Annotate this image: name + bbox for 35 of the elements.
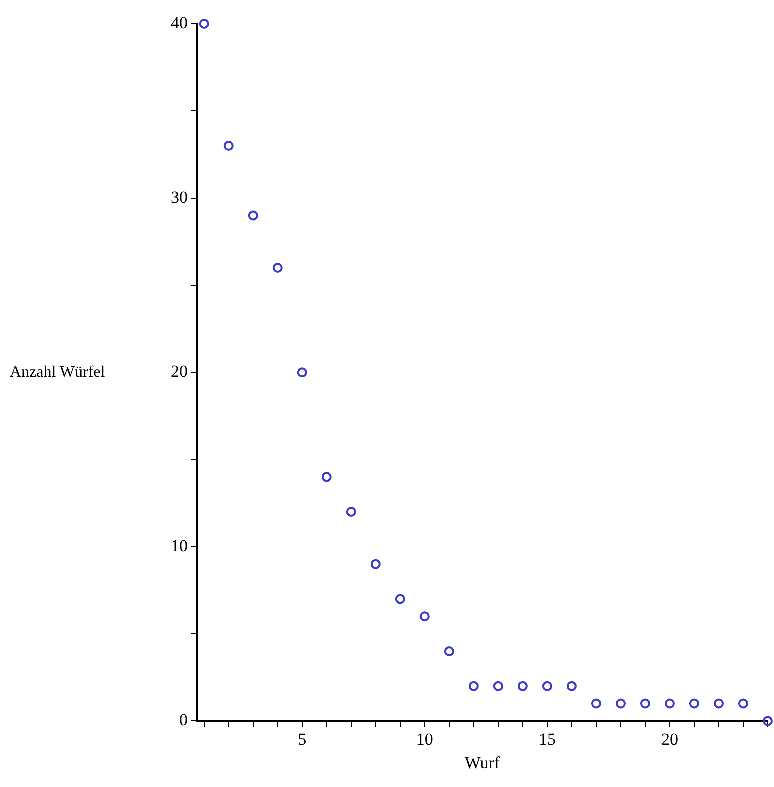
point xyxy=(616,698,626,709)
y-tick-label: 20 xyxy=(171,362,188,382)
point xyxy=(763,716,773,726)
point xyxy=(370,559,381,570)
point xyxy=(199,19,210,29)
point xyxy=(738,698,748,709)
point xyxy=(566,681,577,692)
point xyxy=(518,681,528,692)
point xyxy=(664,698,675,709)
x-tick-label: 20 xyxy=(661,730,678,749)
point xyxy=(224,141,234,152)
x-tick-label: 15 xyxy=(538,730,556,749)
point xyxy=(322,472,332,482)
x-tick-label: 5 xyxy=(298,730,307,749)
point xyxy=(591,698,602,709)
point xyxy=(272,263,283,274)
point xyxy=(640,698,650,709)
point xyxy=(444,646,454,656)
point xyxy=(689,698,700,709)
point xyxy=(493,681,504,692)
y-tick-label: 0 xyxy=(180,710,188,730)
y-tick-label: 30 xyxy=(171,188,188,207)
point xyxy=(248,210,258,221)
y-tick-label: 10 xyxy=(171,536,188,556)
y-axis-title: Anzahl Würfel xyxy=(10,364,106,381)
point xyxy=(297,368,308,378)
point xyxy=(714,698,724,709)
x-axis-title: Wurf xyxy=(464,753,500,772)
point xyxy=(420,612,430,622)
x-tick-label: 10 xyxy=(416,730,434,749)
point xyxy=(468,681,479,692)
point xyxy=(395,594,406,604)
y-tick-label: 40 xyxy=(171,13,188,32)
point xyxy=(542,681,552,692)
point xyxy=(346,507,356,518)
